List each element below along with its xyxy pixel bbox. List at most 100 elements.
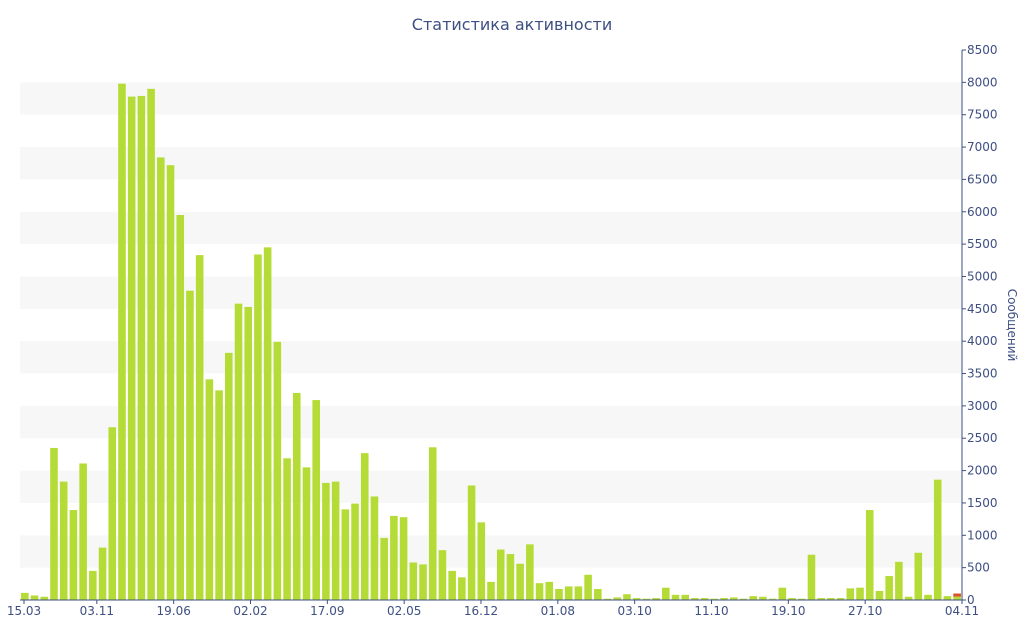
bar[interactable] (827, 598, 835, 600)
bar[interactable] (225, 352, 233, 600)
bar[interactable] (933, 479, 942, 600)
bar[interactable] (545, 581, 554, 600)
bar[interactable] (662, 587, 670, 600)
bar[interactable] (380, 537, 388, 600)
bar[interactable] (788, 598, 796, 600)
bar[interactable] (691, 598, 699, 600)
bar[interactable] (40, 596, 49, 600)
bar[interactable] (555, 589, 563, 600)
bar[interactable] (846, 588, 855, 600)
bar[interactable] (739, 598, 748, 600)
bar[interactable] (118, 83, 126, 601)
bar[interactable] (254, 254, 262, 600)
bar[interactable] (603, 598, 612, 600)
bar[interactable] (244, 306, 253, 600)
bar[interactable] (807, 554, 816, 600)
bar[interactable] (516, 563, 524, 600)
bar[interactable] (79, 463, 87, 600)
bar[interactable] (710, 598, 719, 600)
bar[interactable] (953, 593, 961, 600)
bar[interactable] (322, 482, 330, 600)
bar[interactable] (21, 592, 29, 600)
bar[interactable] (419, 564, 427, 600)
bar[interactable] (205, 379, 214, 600)
grid-band (20, 82, 962, 115)
bar[interactable] (186, 290, 194, 600)
bar[interactable] (487, 581, 495, 600)
bar[interactable] (914, 552, 923, 600)
bar[interactable] (875, 590, 884, 600)
bar[interactable] (195, 255, 204, 600)
bar[interactable] (312, 400, 320, 600)
bar[interactable] (496, 549, 505, 600)
bar[interactable] (924, 594, 932, 600)
bar[interactable] (584, 574, 592, 600)
bar[interactable] (943, 596, 952, 600)
bar[interactable] (759, 596, 767, 600)
bar[interactable] (836, 598, 845, 600)
y-tick-label: 5000 (967, 269, 998, 283)
bar[interactable] (526, 544, 534, 600)
bar[interactable] (50, 447, 58, 600)
bar[interactable] (749, 596, 757, 600)
bar[interactable] (700, 598, 709, 600)
bar[interactable] (263, 247, 272, 600)
bar[interactable] (147, 88, 155, 600)
bar[interactable] (166, 165, 175, 601)
bar[interactable] (341, 509, 350, 600)
bar[interactable] (729, 597, 738, 600)
bar[interactable] (292, 392, 301, 600)
bar[interactable] (428, 447, 437, 600)
bar[interactable] (535, 583, 544, 600)
bar[interactable] (360, 453, 369, 600)
bar[interactable] (904, 596, 913, 600)
bar[interactable] (632, 598, 641, 600)
bar[interactable] (671, 594, 680, 600)
bar[interactable] (594, 589, 602, 600)
bar[interactable] (69, 510, 78, 600)
bar[interactable] (137, 95, 146, 601)
bar[interactable] (817, 598, 825, 600)
bar[interactable] (856, 587, 864, 600)
bar[interactable] (409, 562, 418, 600)
bar[interactable] (574, 586, 583, 600)
bar[interactable] (89, 570, 97, 600)
bar[interactable] (351, 503, 359, 600)
bar[interactable] (234, 303, 243, 600)
bar[interactable] (438, 550, 447, 600)
bar[interactable] (127, 96, 136, 601)
bar[interactable] (467, 485, 476, 600)
bar[interactable] (681, 594, 690, 600)
bar[interactable] (642, 598, 651, 600)
bar[interactable] (720, 598, 728, 600)
bar[interactable] (623, 594, 631, 600)
x-tick-label: 02.05 (387, 604, 421, 618)
bar[interactable] (458, 577, 466, 600)
bar[interactable] (59, 481, 68, 600)
bar[interactable] (477, 522, 486, 600)
bar[interactable] (302, 467, 311, 600)
bar[interactable] (506, 554, 515, 600)
bar[interactable] (331, 481, 340, 600)
bar[interactable] (613, 597, 622, 600)
bar[interactable] (176, 215, 185, 600)
bar[interactable] (885, 576, 893, 600)
bar[interactable] (30, 595, 39, 600)
bar[interactable] (652, 598, 660, 600)
bar[interactable] (778, 587, 787, 600)
bar[interactable] (865, 510, 874, 600)
bar[interactable] (895, 561, 903, 600)
bar[interactable] (390, 515, 398, 600)
bar[interactable] (370, 496, 379, 600)
bar[interactable] (564, 586, 573, 600)
bar[interactable] (273, 341, 282, 600)
bar[interactable] (157, 157, 165, 601)
bar[interactable] (768, 598, 777, 600)
bar[interactable] (448, 570, 456, 600)
bar[interactable] (215, 390, 223, 600)
bar[interactable] (98, 547, 107, 600)
bar[interactable] (399, 517, 408, 600)
bar[interactable] (283, 458, 291, 600)
bar[interactable] (797, 598, 806, 600)
bar[interactable] (108, 427, 117, 600)
